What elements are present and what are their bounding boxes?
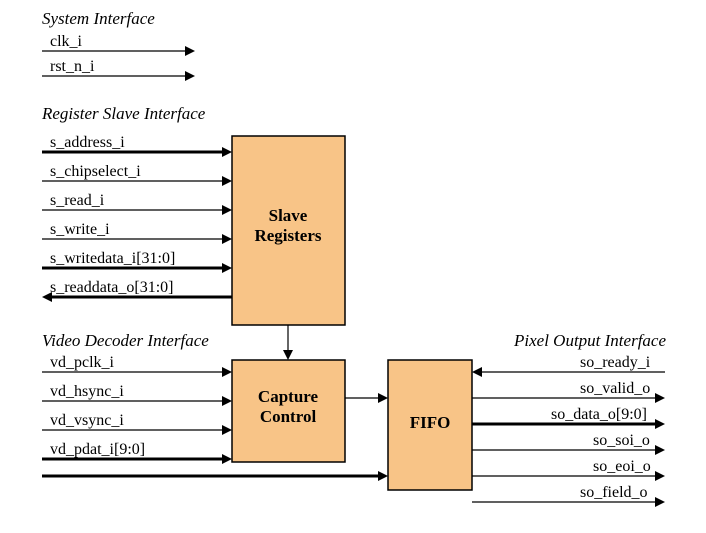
video-signal-label: vd_hsync_i	[50, 383, 124, 400]
fifo-block: FIFO	[388, 360, 472, 490]
register-signal-label: s_writedata_i[31:0]	[50, 250, 175, 267]
register-heading: Register Slave Interface	[41, 104, 206, 123]
pixel-heading: Pixel Output Interface	[513, 331, 666, 350]
slave-block: SlaveRegisters	[232, 136, 345, 325]
system-signal-label: rst_n_i	[50, 58, 95, 75]
pixel-signal-label: so_field_o	[580, 484, 648, 501]
capture-label-1: Capture	[258, 387, 319, 406]
slave-label-1: Slave	[269, 206, 308, 225]
capture-block: CaptureControl	[232, 360, 345, 462]
video-signal-label: vd_vsync_i	[50, 412, 124, 429]
system-heading: System Interface	[42, 9, 155, 28]
capture-label-2: Control	[260, 407, 317, 426]
video-signal-label: vd_pdat_i[9:0]	[50, 441, 145, 458]
register-signal-label: s_address_i	[50, 134, 125, 151]
pixel-signal-label: so_valid_o	[580, 380, 650, 397]
block-diagram: SlaveRegisters CaptureControl FIFO System I…	[0, 0, 706, 528]
system-signal-label: clk_i	[50, 33, 83, 50]
register-signal-label: s_chipselect_i	[50, 163, 141, 180]
video-signal-label: vd_pclk_i	[50, 354, 115, 371]
pixel-signal-label: so_eoi_o	[593, 458, 651, 475]
slave-label-2: Registers	[254, 226, 321, 245]
register-signal-label: s_readdata_o[31:0]	[50, 279, 174, 296]
pixel-signal-label: so_soi_o	[593, 432, 650, 449]
pixel-signal-label: so_ready_i	[580, 354, 651, 371]
video-heading: Video Decoder Interface	[42, 331, 209, 350]
pixel-signal-label: so_data_o[9:0]	[551, 406, 647, 423]
fifo-label: FIFO	[410, 413, 451, 432]
register-signal-label: s_read_i	[50, 192, 105, 209]
register-signal-label: s_write_i	[50, 221, 110, 238]
